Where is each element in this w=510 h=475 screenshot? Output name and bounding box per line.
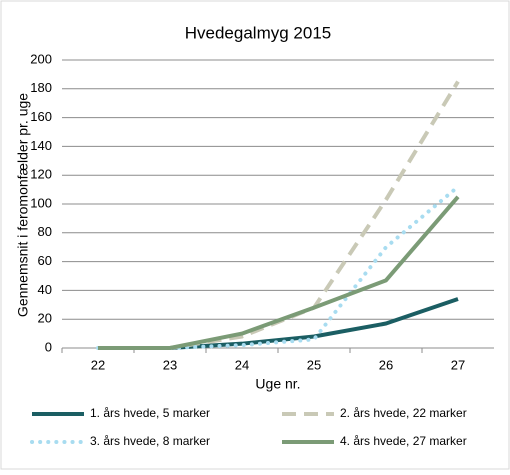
y-tick-label: 140: [30, 138, 52, 153]
x-tick-label: 23: [163, 357, 177, 372]
y-tick-label: 60: [38, 253, 52, 268]
y-tick-label: 120: [30, 167, 52, 182]
y-tick-label: 0: [45, 339, 52, 354]
legend-label: 3. års hvede, 8 marker: [90, 434, 210, 448]
y-tick-label: 80: [38, 224, 52, 239]
y-tick-label: 180: [30, 80, 52, 95]
legend-label: 1. års hvede, 5 marker: [90, 406, 210, 420]
chart-title: Hvedegalmyg 2015: [185, 23, 331, 42]
legend-label: 2. års hvede, 22 marker: [340, 406, 467, 420]
y-tick-label: 100: [30, 195, 52, 210]
x-tick-label: 25: [307, 357, 321, 372]
y-tick-label: 20: [38, 311, 52, 326]
legend-label: 4. års hvede, 27 marker: [340, 434, 467, 448]
x-tick-label: 27: [451, 357, 465, 372]
y-axis-label: Gennemsnit i feromonfælder pr. uge: [15, 93, 31, 317]
series-line: [98, 195, 460, 350]
y-tick-label: 160: [30, 109, 52, 124]
y-tick-label: 200: [30, 51, 52, 66]
x-tick-label: 24: [235, 357, 249, 372]
series-line: [96, 184, 460, 350]
y-tick-label: 40: [38, 282, 52, 297]
x-axis-label: Uge nr.: [255, 376, 300, 392]
x-tick-label: 26: [379, 357, 393, 372]
x-tick-label: 22: [91, 357, 105, 372]
